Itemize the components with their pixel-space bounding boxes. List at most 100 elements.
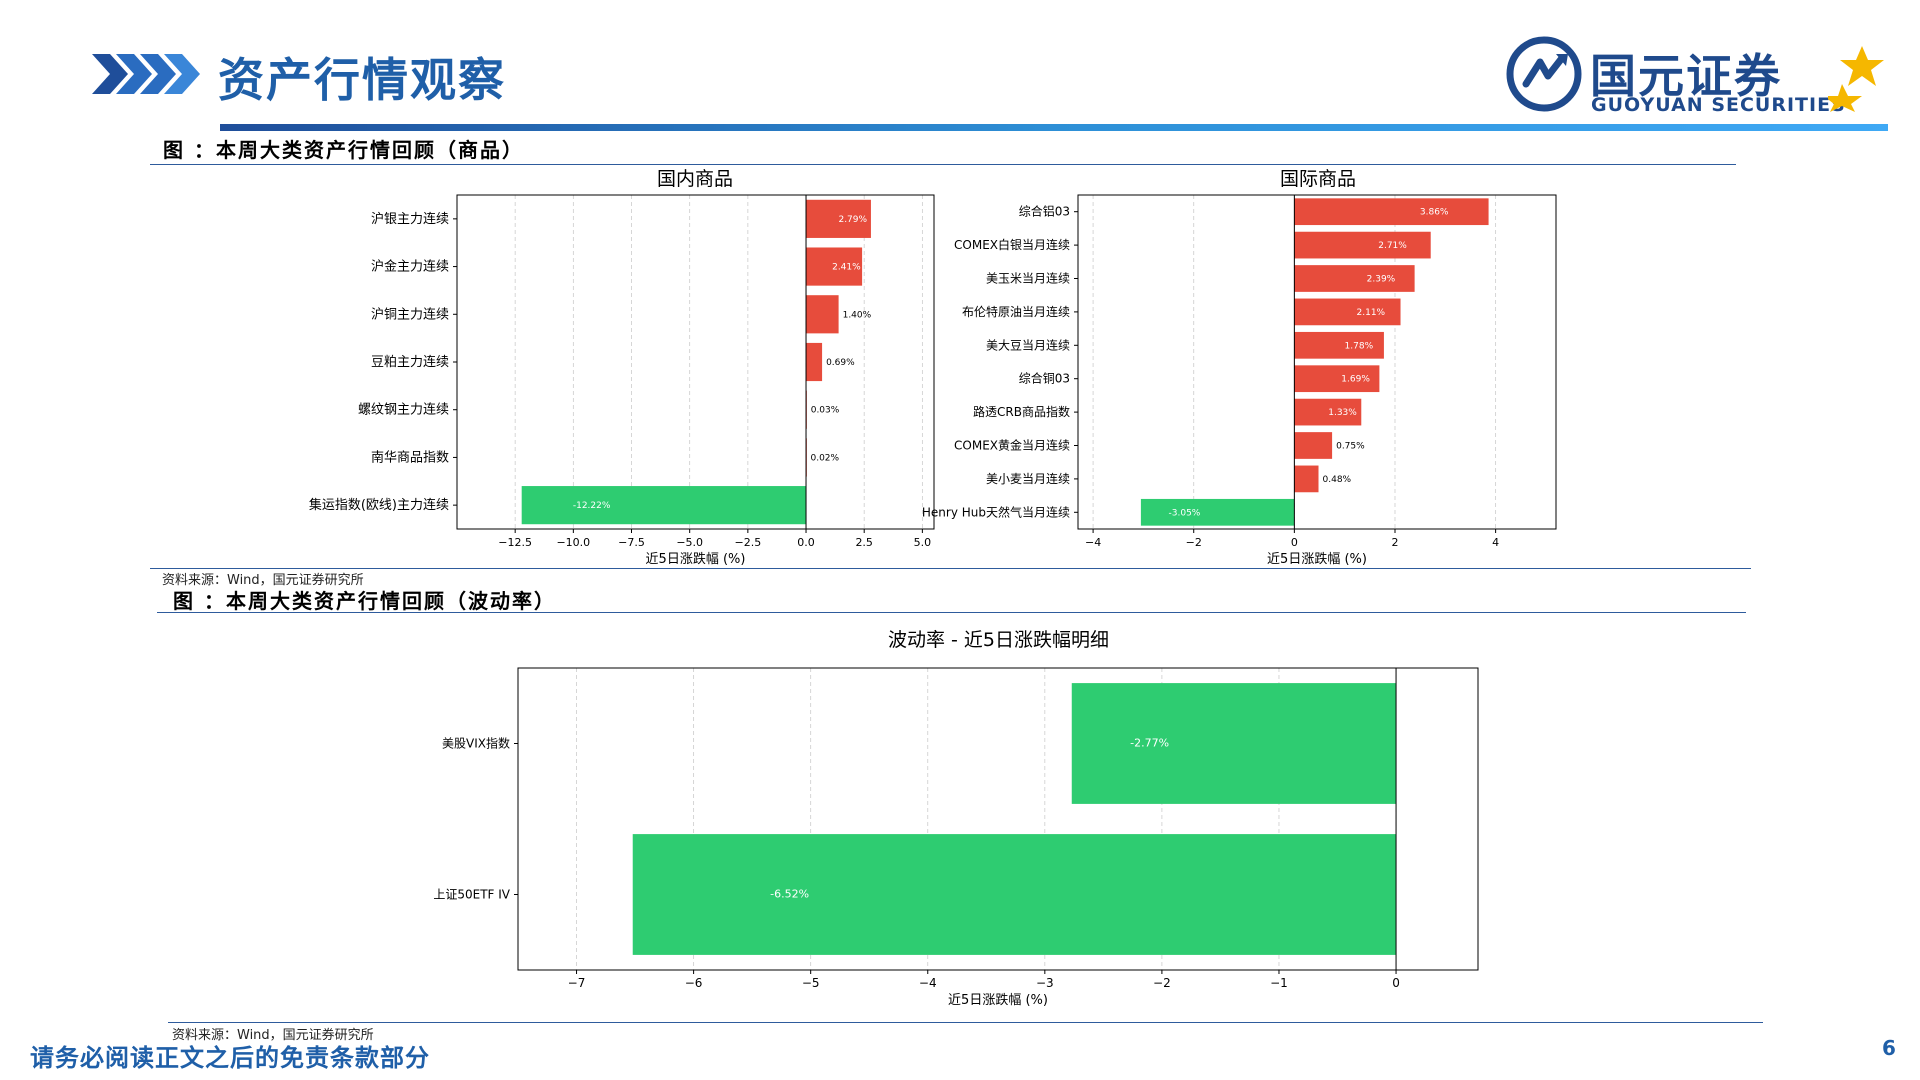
plot-frame [456, 194, 935, 530]
plot-frame [517, 667, 1479, 971]
x-tick-label: −3 [1036, 976, 1054, 990]
category-label: 豆粕主力连续 [371, 354, 449, 370]
bar-豆粕主力连续 [806, 342, 823, 382]
data-label: 2.71% [1378, 241, 1407, 251]
data-label: -6.52% [770, 888, 809, 901]
bar-COMEX黄金当月连续 [1294, 432, 1333, 459]
section-title-volatility: 图 ：本周大类资产行情回顾（波动率） [173, 589, 556, 613]
category-label: 南华商品指数 [371, 449, 449, 465]
x-axis-label: 近5日涨跌幅 (%) [948, 992, 1048, 1008]
guoyuan-logo-icon [1506, 36, 1582, 112]
bar-美大豆当月连续 [1294, 331, 1384, 359]
x-tick-label: −6 [685, 976, 703, 990]
data-label: -3.05% [1169, 508, 1201, 518]
chevron-arrows-icon [92, 54, 200, 94]
category-label: 美玉米当月连续 [986, 271, 1070, 286]
x-tick-label: 2.5 [855, 536, 873, 549]
x-tick-label: −12.5 [498, 536, 532, 549]
x-axis-label: 近5日涨跌幅 (%) [1267, 551, 1367, 567]
data-label: -12.22% [573, 501, 611, 511]
category-label: 综合铝03 [1019, 204, 1070, 219]
x-tick-label: −2 [1153, 976, 1171, 990]
data-label: 2.39% [1367, 275, 1396, 285]
bar-综合铝03 [1294, 198, 1489, 226]
logo-text-cn: 国元证券 [1590, 49, 1782, 103]
section-rule [168, 1022, 1763, 1023]
x-tick-label: −5 [802, 976, 820, 990]
data-label: 3.86% [1420, 208, 1449, 218]
x-tick-label: −5.0 [676, 536, 703, 549]
section-rule [150, 164, 1736, 165]
category-label: 沪金主力连续 [371, 259, 449, 275]
page-number: 6 [1882, 1036, 1896, 1060]
x-tick-label: −4 [919, 976, 937, 990]
category-label: Henry Hub天然气当月连续 [922, 504, 1070, 519]
category-label: 综合铜03 [1019, 371, 1070, 386]
bar-美股VIX指数 [1071, 683, 1397, 804]
data-label: 1.40% [843, 310, 872, 320]
category-label: 美股VIX指数 [442, 736, 510, 751]
chart-title-domestic: 国内商品 [656, 168, 733, 190]
category-label: 路透CRB商品指数 [973, 404, 1070, 419]
bar-沪铜主力连续 [806, 295, 839, 334]
bar-集运指数(欧线)主力连续 [521, 486, 807, 525]
bar-COMEX白银当月连续 [1294, 231, 1431, 259]
disclaimer-note: 请务必阅读正文之后的免责条款部分 [30, 1043, 430, 1072]
plot-frame [1077, 194, 1557, 530]
x-tick-label: −7 [568, 976, 586, 990]
logo-text-en: GUOYUAN SECURITIES [1591, 94, 1846, 116]
source-note-commodity: 资料来源：Wind，国元证券研究所 [162, 573, 364, 588]
data-label: 0.03% [811, 406, 840, 416]
bar-美小麦当月连续 [1294, 465, 1319, 493]
category-label: 上证50ETF IV [433, 888, 510, 902]
category-label: 布伦特原油当月连续 [962, 304, 1070, 319]
chart-title-international: 国际商品 [1279, 168, 1356, 190]
bar-美玉米当月连续 [1294, 265, 1415, 292]
star-decoration-icon [1828, 46, 1884, 112]
bar-沪银主力连续 [806, 199, 871, 238]
bar-综合铜03 [1294, 365, 1380, 393]
chart-title-volatility: 波动率 - 近5日涨跌幅明细 [887, 629, 1110, 651]
category-label: COMEX黄金当月连续 [954, 438, 1070, 453]
data-label: 1.33% [1328, 408, 1357, 418]
data-label: 0.48% [1323, 475, 1352, 485]
category-label: 沪铜主力连续 [371, 306, 449, 322]
x-tick-label: 0 [1392, 976, 1400, 990]
category-label: COMEX白银当月连续 [954, 237, 1070, 252]
x-axis-label: 近5日涨跌幅 (%) [646, 551, 746, 567]
data-label: 1.69% [1341, 375, 1370, 385]
data-label: 2.11% [1357, 308, 1386, 318]
data-label: 0.75% [1336, 442, 1365, 452]
bar-布伦特原油当月连续 [1294, 298, 1401, 326]
category-label: 集运指数(欧线)主力连续 [309, 497, 449, 513]
data-label: 2.79% [838, 215, 867, 225]
page-title: 资产行情观察 [218, 53, 506, 107]
category-label: 美小麦当月连续 [986, 471, 1070, 486]
x-tick-label: 0 [1291, 536, 1298, 549]
bar-路透CRB商品指数 [1294, 398, 1362, 426]
data-label: 2.41% [832, 263, 861, 273]
x-tick-label: 5.0 [914, 536, 932, 549]
x-tick-label: 4 [1492, 536, 1499, 549]
x-tick-label: 0.0 [797, 536, 815, 549]
category-label: 沪银主力连续 [371, 211, 449, 227]
section-title-commodity: 图 ：本周大类资产行情回顾（商品） [163, 138, 524, 162]
category-label: 美大豆当月连续 [986, 337, 1070, 352]
category-label: 螺纹钢主力连续 [358, 402, 449, 418]
source-note-volatility: 资料来源：Wind，国元证券研究所 [172, 1028, 374, 1043]
x-tick-label: −7.5 [618, 536, 645, 549]
data-label: 0.02% [810, 453, 839, 463]
x-tick-label: 2 [1391, 536, 1398, 549]
bar-沪金主力连续 [806, 247, 863, 286]
x-tick-label: −1 [1270, 976, 1288, 990]
x-tick-label: −2.5 [734, 536, 761, 549]
x-tick-label: −2 [1186, 536, 1202, 549]
data-label: 0.69% [826, 358, 855, 368]
header-bar [220, 124, 1888, 131]
section-rule [157, 612, 1746, 613]
data-label: 1.78% [1345, 341, 1374, 351]
section-rule [150, 568, 1751, 569]
